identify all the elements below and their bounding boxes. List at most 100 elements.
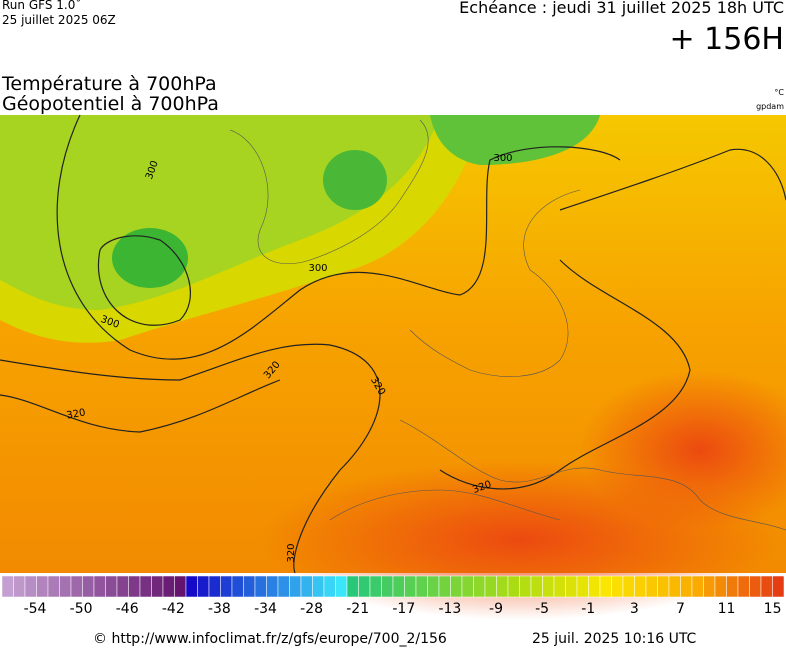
colorbar-swatch <box>335 575 348 598</box>
colorbar-swatch <box>760 575 773 598</box>
colorbar-label: -1 <box>581 601 595 617</box>
colorbar-swatch <box>496 575 509 598</box>
colorbar-swatch <box>611 575 624 598</box>
colorbar-swatch <box>346 575 359 598</box>
colorbar-swatch <box>404 575 417 598</box>
footer-date: 25 juil. 2025 10:16 UTC <box>532 631 697 647</box>
colorbar-swatch <box>726 575 739 598</box>
contour-label: 320 <box>66 407 87 421</box>
colorbar-swatch <box>300 575 313 598</box>
colorbar-swatch <box>772 575 785 598</box>
colorbar-swatch <box>162 575 175 598</box>
contour-label: 320 <box>286 543 297 562</box>
colorbar-swatch <box>450 575 463 598</box>
colorbar-swatch <box>737 575 750 598</box>
colorbar-swatch <box>691 575 704 598</box>
colorbar-swatch <box>59 575 72 598</box>
colorbar-swatch <box>484 575 497 598</box>
run-date: 25 juillet 2025 06Z <box>2 13 116 27</box>
contour-label: 300 <box>308 263 327 274</box>
colorbar-swatch <box>427 575 440 598</box>
colorbar-swatch <box>47 575 60 598</box>
colorbar-swatch <box>553 575 566 598</box>
colorbar-swatch <box>565 575 578 598</box>
colorbar-swatch <box>277 575 290 598</box>
colorbar-swatch <box>461 575 474 598</box>
colorbar-swatch <box>197 575 210 598</box>
hot-area <box>580 370 786 530</box>
colorbar-swatch <box>289 575 302 598</box>
colorbar-label: -46 <box>116 601 139 617</box>
colorbar-label: -42 <box>162 601 185 617</box>
cold-core <box>112 228 188 288</box>
colorbar-swatch <box>645 575 658 598</box>
colorbar-swatch <box>622 575 635 598</box>
colorbar-label: 3 <box>630 601 639 617</box>
colorbar-swatch <box>473 575 486 598</box>
colorbar-swatch <box>70 575 83 598</box>
colorbar-swatch <box>358 575 371 598</box>
colorbar-swatch <box>369 575 382 598</box>
colorbar-swatch <box>312 575 325 598</box>
colorbar-swatch <box>151 575 164 598</box>
colorbar-label: 11 <box>718 601 736 617</box>
colorbar-swatch <box>323 575 336 598</box>
map <box>0 114 786 620</box>
colorbar-swatch <box>266 575 279 598</box>
title-geopotential: Géopotentiel à 700hPa <box>2 93 219 115</box>
colorbar-swatch <box>749 575 762 598</box>
colorbar-swatch <box>714 575 727 598</box>
colorbar-swatch <box>1 575 14 598</box>
colorbar-label: 7 <box>676 601 685 617</box>
colorbar-label: 15 <box>764 601 782 617</box>
colorbar-swatch <box>128 575 141 598</box>
unit-temp: °C <box>774 88 784 97</box>
colorbar-swatch <box>208 575 221 598</box>
colorbar-label: -17 <box>392 601 415 617</box>
colorbar-label: -9 <box>489 601 503 617</box>
colorbar-swatch <box>519 575 532 598</box>
colorbar-label: -28 <box>300 601 323 617</box>
colorbar-swatch <box>392 575 405 598</box>
colorbar-swatch <box>507 575 520 598</box>
colorbar-swatch <box>657 575 670 598</box>
colorbar-swatch <box>185 575 198 598</box>
unit-geo: gpdam <box>756 102 784 111</box>
colorbar-swatch <box>576 575 589 598</box>
colorbar-swatch <box>105 575 118 598</box>
colorbar: -54 -50 -46 -42 -38 -34 -28 -21 -17 -13 -9 -5 -1 3 7 11… <box>1 575 785 617</box>
colorbar-swatch <box>680 575 693 598</box>
colorbar-swatch <box>668 575 681 598</box>
colorbar-swatch <box>381 575 394 598</box>
colorbar-swatch <box>254 575 267 598</box>
colorbar-swatch <box>82 575 95 598</box>
colorbar-swatch <box>36 575 49 598</box>
lead-time: + 156H <box>670 22 785 57</box>
colorbar-swatch <box>220 575 233 598</box>
colorbar-swatch <box>24 575 37 598</box>
colorbar-swatch <box>703 575 716 598</box>
colorbar-swatch <box>542 575 555 598</box>
colorbar-swatch <box>93 575 106 598</box>
cold-area <box>430 115 600 165</box>
colorbar-swatch <box>599 575 612 598</box>
colorbar-swatch <box>634 575 647 598</box>
echeance: Echéance : jeudi 31 juillet 2025 18h UTC <box>459 0 784 17</box>
colorbar-label: -34 <box>254 601 277 617</box>
run-label: Run GFS 1.0˚ <box>2 0 81 12</box>
colorbar-swatch <box>438 575 451 598</box>
coastlines <box>229 119 786 531</box>
colorbar-swatch <box>415 575 428 598</box>
colorbar-swatch <box>588 575 601 598</box>
title-temperature: Température à 700hPa <box>1 73 217 95</box>
colorbar-swatch <box>139 575 152 598</box>
colorbar-swatch <box>243 575 256 598</box>
colorbar-swatch <box>116 575 129 598</box>
colorbar-swatch <box>530 575 543 598</box>
colorbar-swatch <box>13 575 26 598</box>
footer-source: © http://www.infoclimat.fr/z/gfs/europe/… <box>93 631 447 647</box>
cold-core <box>323 150 387 210</box>
colorbar-label: -5 <box>535 601 549 617</box>
